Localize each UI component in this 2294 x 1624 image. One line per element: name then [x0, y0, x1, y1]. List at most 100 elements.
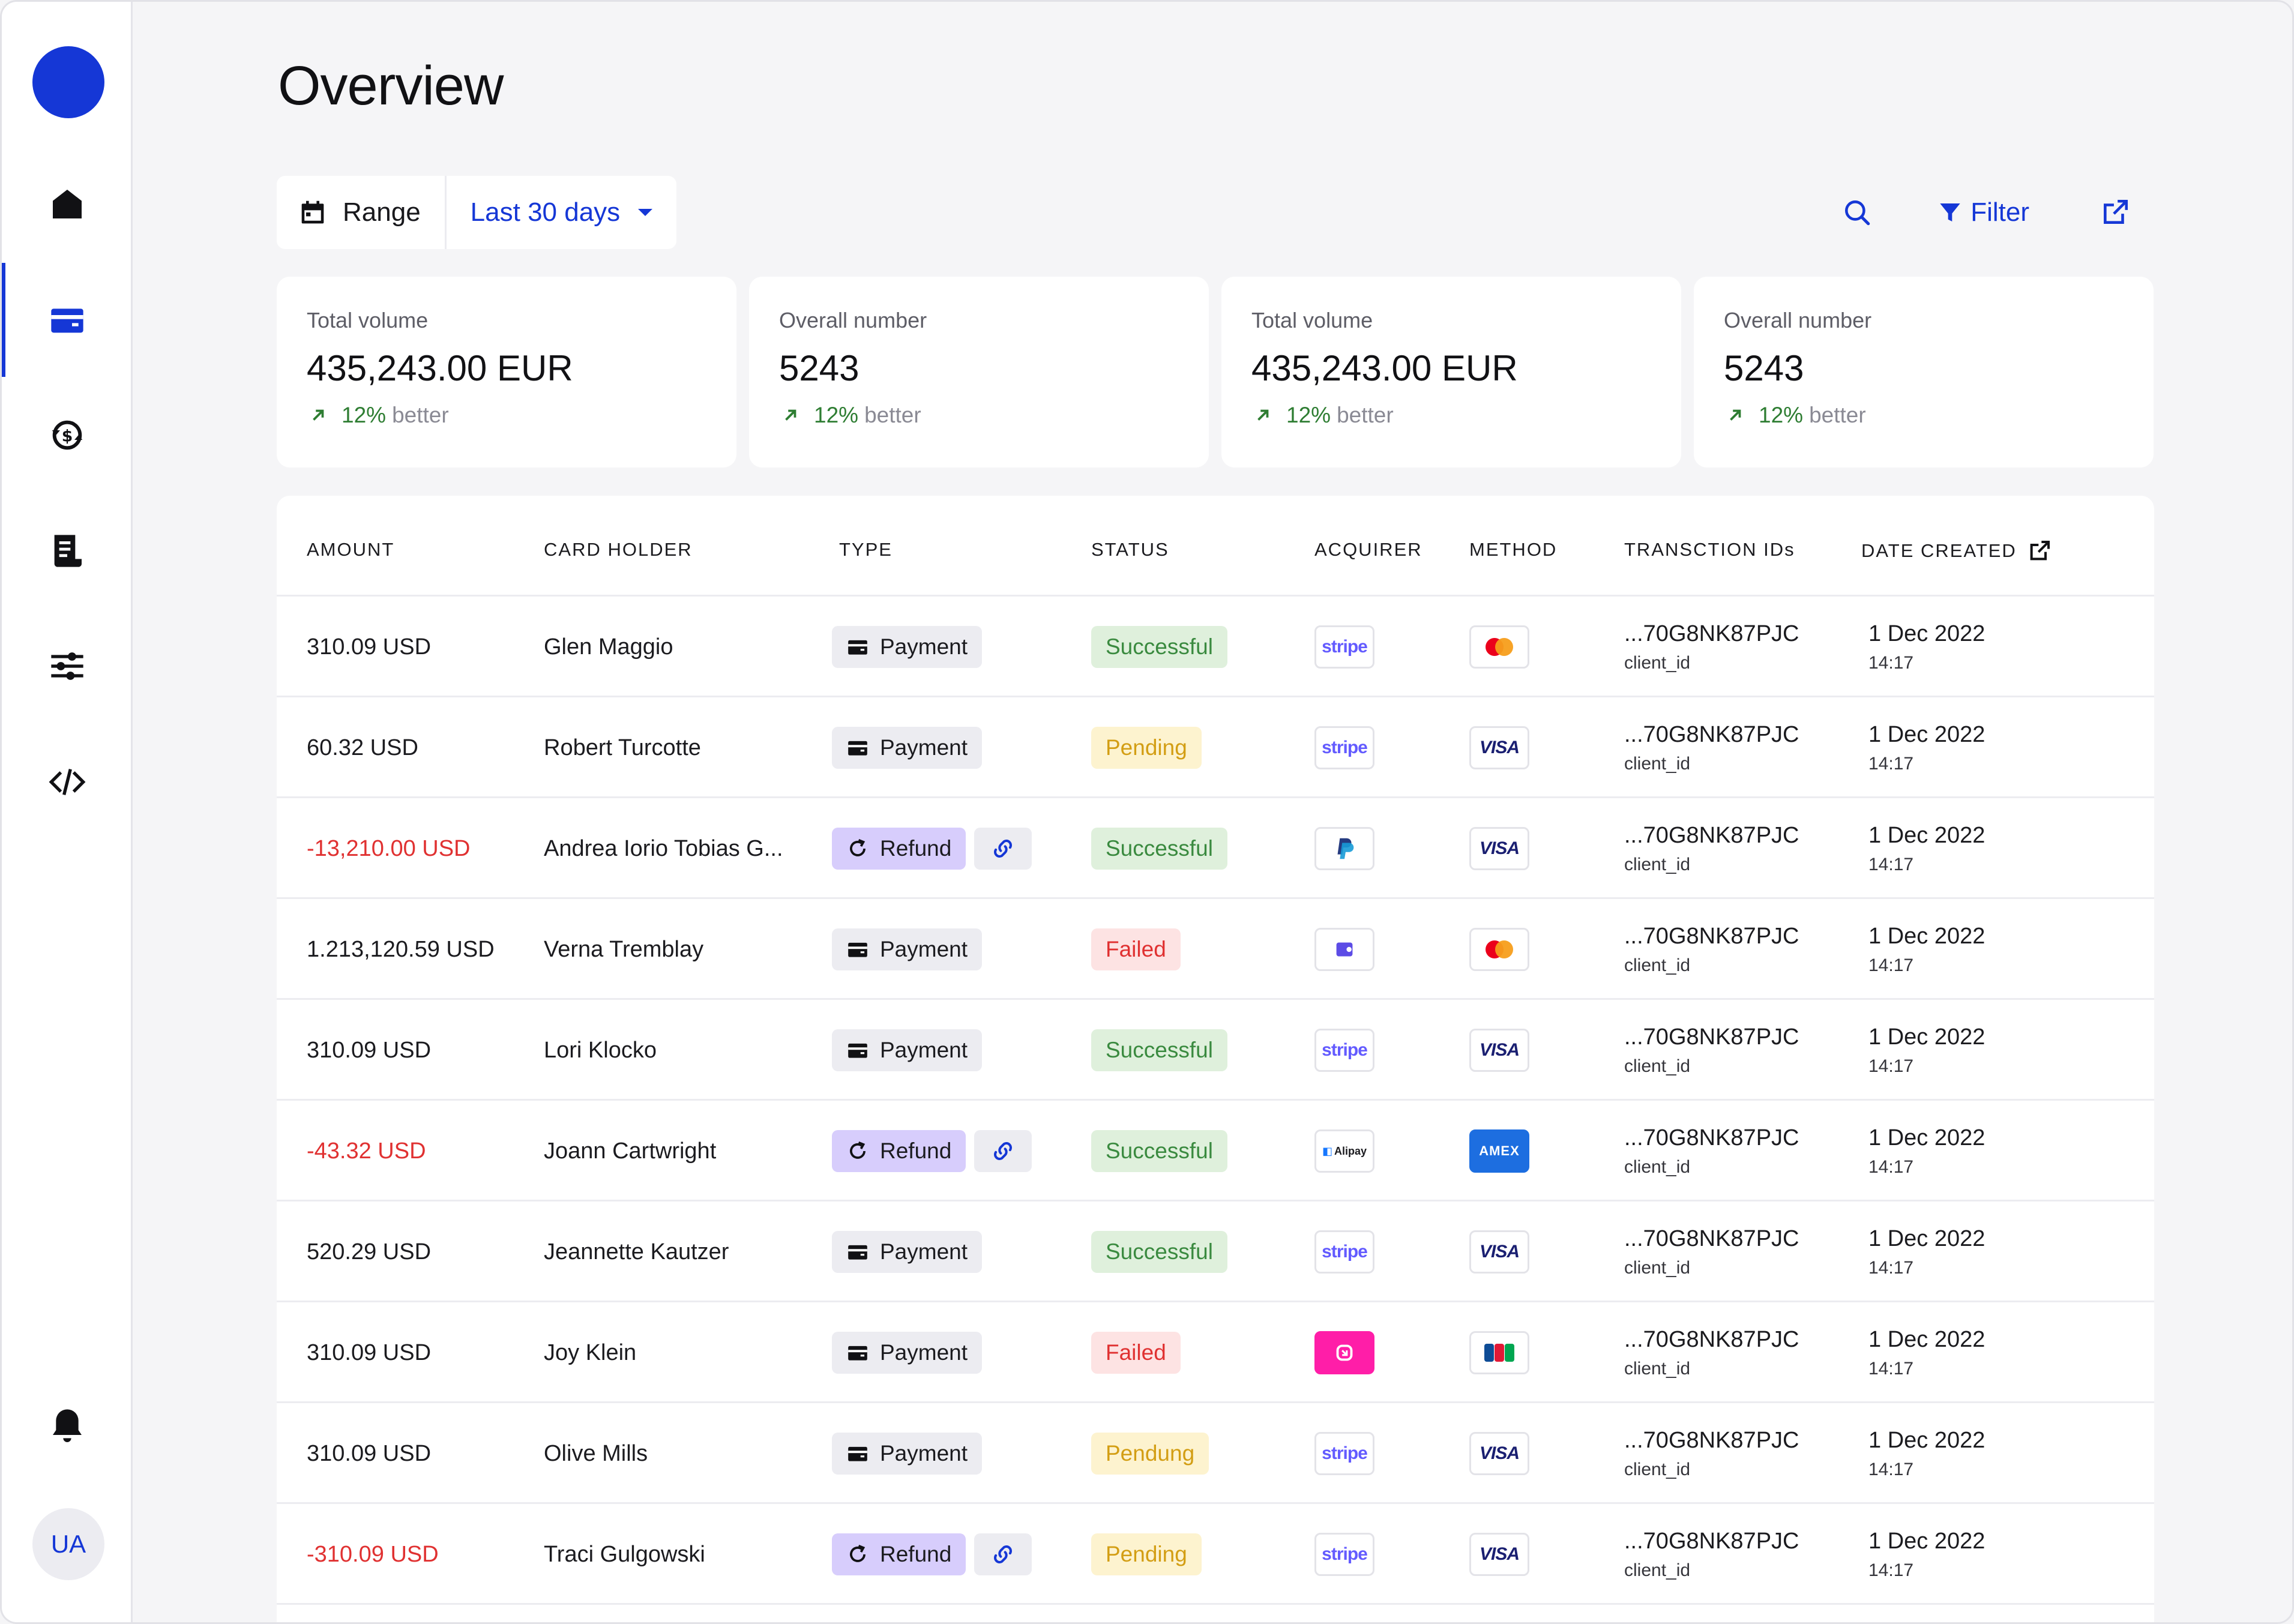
wallet-icon	[848, 1245, 867, 1260]
table-row[interactable]: -13,210.00 USD Andrea Iorio Tobias G... Re…	[277, 798, 2154, 899]
chevron-down-icon	[638, 209, 653, 216]
transaction-id[interactable]: ...70G8NK87PJC	[1624, 1326, 1799, 1352]
time-created: 14:17	[1868, 1358, 1914, 1379]
date-created-cell: 1 Dec 2022 14:17	[1868, 697, 1985, 798]
amount-cell: -13,210.00 USD	[307, 835, 471, 861]
range-dropdown[interactable]: Last 30 days	[447, 176, 677, 249]
table-row[interactable]: 310.09 USD Olive Mills Payment Pendung strip…	[277, 1403, 2154, 1504]
notifications-button[interactable]	[2, 1368, 133, 1482]
stat-card: Overall number 5243 12% better	[749, 277, 1209, 468]
stat-delta-percent: 12%	[342, 403, 387, 427]
column-header-date-created-label: DATE CREATED	[1861, 540, 2017, 561]
column-header-card-holder[interactable]: CARD HOLDER	[544, 539, 693, 560]
amount-cell: -310.09 USD	[307, 1541, 439, 1567]
table-row[interactable]: -310.09 USD Traci Gulgowski Refund Pending s…	[277, 1504, 2154, 1605]
transaction-id[interactable]: ...70G8NK87PJC	[1624, 1024, 1799, 1050]
acquirer-cell	[1314, 798, 1374, 899]
column-header-type[interactable]: TYPE	[839, 539, 893, 560]
wallet-provider-logo	[1314, 928, 1374, 971]
type-cell: Payment	[832, 697, 983, 798]
table-row[interactable]: 520.29 USD Jeannette Kautzer Payment Succes…	[277, 1201, 2154, 1302]
card-holder-cell: Glen Maggio	[544, 634, 673, 660]
transaction-id[interactable]: ...70G8NK87PJC	[1624, 621, 1799, 646]
type-badge-payment: Payment	[832, 928, 983, 970]
stat-cards: Total volume 435,243.00 EUR 12% better O…	[277, 277, 2154, 468]
filter-icon	[1940, 203, 1960, 221]
column-header-status[interactable]: STATUS	[1091, 539, 1169, 560]
transaction-id[interactable]: ...70G8NK87PJC	[1624, 1125, 1799, 1150]
transaction-id-cell: ...70G8NK87PJC client_id	[1624, 1504, 1799, 1605]
refresh-icon	[850, 838, 866, 856]
status-cell: Pendung	[1091, 1403, 1209, 1504]
linked-transaction-button[interactable]	[974, 1130, 1032, 1172]
filter-button[interactable]: Filter	[1938, 197, 2029, 227]
search-button[interactable]	[1842, 197, 1872, 227]
link-icon	[994, 1142, 1013, 1160]
transaction-id[interactable]: ...70G8NK87PJC	[1624, 1226, 1799, 1251]
transaction-id[interactable]: ...70G8NK87PJC	[1624, 923, 1799, 949]
transaction-id-type: client_id	[1624, 753, 1691, 774]
sidebar-item-wallet[interactable]	[2, 263, 133, 377]
external-link-icon[interactable]	[2028, 539, 2052, 563]
range-value-text: Last 30 days	[470, 197, 621, 227]
stripe-logo: stripe	[1314, 625, 1374, 669]
visa-logo: VISA	[1469, 1230, 1529, 1274]
type-label: Payment	[880, 735, 968, 760]
transaction-id[interactable]: ...70G8NK87PJC	[1624, 1528, 1799, 1554]
status-cell: Pending	[1091, 697, 1202, 798]
transaction-id-type: client_id	[1624, 1459, 1691, 1479]
stat-value: 5243	[779, 348, 859, 388]
wallet-icon	[848, 1446, 867, 1461]
external-link-icon	[2104, 199, 2128, 224]
table-row[interactable]: 1.213,120.59 USD Verna Tremblay Payment Fai…	[277, 899, 2154, 1000]
date-created-cell: 1 Dec 2022 14:17	[1868, 1201, 1985, 1302]
stat-delta: 12% better	[307, 403, 449, 428]
method-cell: VISA	[1469, 1403, 1529, 1504]
stat-delta: 12% better	[1724, 403, 1866, 428]
table-row[interactable]: 310.09 USD Glen Maggio Payment Successful st…	[277, 597, 2154, 697]
date-created: 1 Dec 2022	[1868, 1528, 1985, 1554]
table-row[interactable]: 60.32 USD Robert Turcotte Payment Pending st…	[277, 697, 2154, 798]
klarna-icon	[1336, 1344, 1353, 1361]
avatar[interactable]: UA	[32, 1508, 104, 1580]
sidebar-item-invoices[interactable]	[2, 494, 133, 608]
type-badge-payment: Payment	[832, 1231, 983, 1273]
type-badge-refund: Refund	[832, 1130, 966, 1172]
transaction-id-type: client_id	[1624, 1156, 1691, 1177]
linked-transaction-button[interactable]	[974, 1533, 1032, 1575]
card-holder-cell: Jeannette Kautzer	[544, 1239, 729, 1265]
status-cell: Pending	[1091, 1504, 1202, 1605]
column-header-amount[interactable]: AMOUNT	[307, 539, 395, 560]
sidebar-item-home[interactable]	[2, 147, 133, 261]
date-created-cell: 1 Dec 2022 14:17	[1868, 798, 1985, 899]
transaction-id[interactable]: ...70G8NK87PJC	[1624, 1427, 1799, 1453]
transaction-id[interactable]: ...70G8NK87PJC	[1624, 721, 1799, 747]
table-row[interactable]: 310.09 USD Lori Klocko Payment Successful st…	[277, 1000, 2154, 1101]
mastercard-logo	[1469, 928, 1529, 971]
column-header-acquirer[interactable]: ACQUIRER	[1314, 539, 1422, 560]
table-row[interactable]: 310.09 USD Joy Klein Payment Failed ...70G8N…	[277, 1302, 2154, 1403]
app-logo[interactable]	[32, 46, 104, 118]
transaction-id-type: client_id	[1624, 1560, 1691, 1580]
sidebar-item-developers[interactable]	[2, 725, 133, 839]
date-created: 1 Dec 2022	[1868, 621, 1985, 646]
column-header-method[interactable]: METHOD	[1469, 539, 1558, 560]
transaction-id-cell: ...70G8NK87PJC client_id	[1624, 899, 1799, 1000]
column-header-date-created[interactable]: DATE CREATED	[1861, 539, 2052, 563]
transaction-id[interactable]: ...70G8NK87PJC	[1624, 822, 1799, 848]
export-button[interactable]	[2100, 197, 2130, 227]
transaction-id-cell: ...70G8NK87PJC client_id	[1624, 597, 1799, 697]
linked-transaction-button[interactable]	[974, 828, 1032, 870]
receipt-icon	[54, 535, 82, 567]
card-holder-cell: Lori Klocko	[544, 1037, 657, 1063]
visa-logo: VISA	[1469, 1432, 1529, 1475]
table-row[interactable]: -43.32 USD Joann Cartwright Refund Successf…	[277, 1101, 2154, 1201]
date-created-cell: 1 Dec 2022 14:17	[1868, 899, 1985, 1000]
time-created: 14:17	[1868, 955, 1914, 975]
transaction-id-cell: ...70G8NK87PJC client_id	[1624, 1000, 1799, 1101]
stat-label: Total volume	[1251, 308, 1373, 332]
column-header-transaction-ids[interactable]: TRANSCTION IDs	[1624, 539, 1795, 560]
sidebar-item-settings[interactable]	[2, 609, 133, 723]
sidebar-item-exchange[interactable]: $	[2, 378, 133, 492]
